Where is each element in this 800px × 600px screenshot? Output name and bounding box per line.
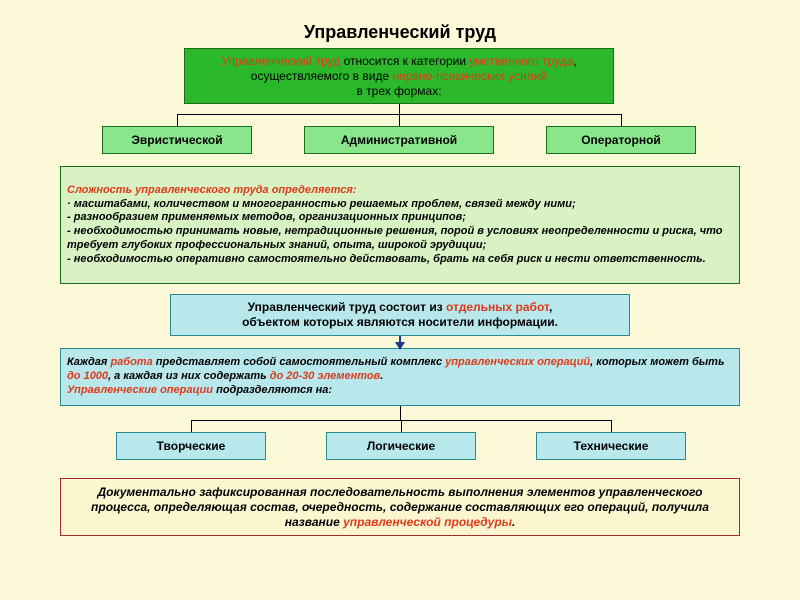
t: Каждая [67,356,110,368]
t: до 1000 [67,370,108,382]
txt: Управленческий труд [221,54,343,68]
t: представляет собой самостоятельный компл… [156,356,445,368]
txt: отдельных работ [446,300,549,314]
operations-box: Каждая работа представляет собой самосто… [60,348,740,406]
complexity-box: Сложность управленческого труда определя… [60,166,740,284]
label: Операторной [581,133,661,147]
form-operator: Операторной [546,126,696,154]
line: - необходимостью оперативно самостоятель… [67,253,733,267]
t: . [512,515,515,529]
op-creative: Творческие [116,432,266,460]
label: Эвристической [131,133,222,147]
complexity-heading: Сложность управленческого труда определя… [67,184,357,196]
label: Творческие [157,439,226,453]
line: - необходимостью принимать новые, нетрад… [67,225,733,253]
label: Логические [367,439,435,453]
label: Технические [574,439,649,453]
consists-box: Управленческий труд состоит из отдельных… [170,294,630,336]
t: , а каждая из них содержать [108,370,270,382]
txt: в трех формах: [356,84,441,98]
t: до 20-30 элементов [270,370,381,382]
t: , которых может быть [590,356,724,368]
txt: , [549,300,552,314]
txt: объектом которых являются носители инфор… [242,315,558,329]
t: управленческой процедуры [343,515,512,529]
t: работа [110,356,155,368]
txt: умственного труда [469,54,573,68]
form-heuristic: Эвристической [102,126,252,154]
op-logical: Логические [326,432,476,460]
form-administrative: Административной [304,126,494,154]
txt: нервно-психических усилий [392,69,547,83]
label: Административной [341,133,457,147]
txt: Управленческий труд состоит из [248,300,446,314]
t: управленческих операций [445,356,590,368]
line: · масштабами, количеством и многограннос… [67,198,733,212]
top-definition-box: Управленческий труд относится к категори… [184,48,614,104]
page-title: Управленческий труд [0,22,800,43]
t: . [380,370,383,382]
txt: относится к категории [344,54,470,68]
t: подразделяются на: [216,384,332,396]
op-technical: Технические [536,432,686,460]
t: Управленческие операции [67,384,216,396]
line: - разнообразием применяемых методов, орг… [67,211,733,225]
procedure-box: Документально зафиксированная последоват… [60,478,740,536]
